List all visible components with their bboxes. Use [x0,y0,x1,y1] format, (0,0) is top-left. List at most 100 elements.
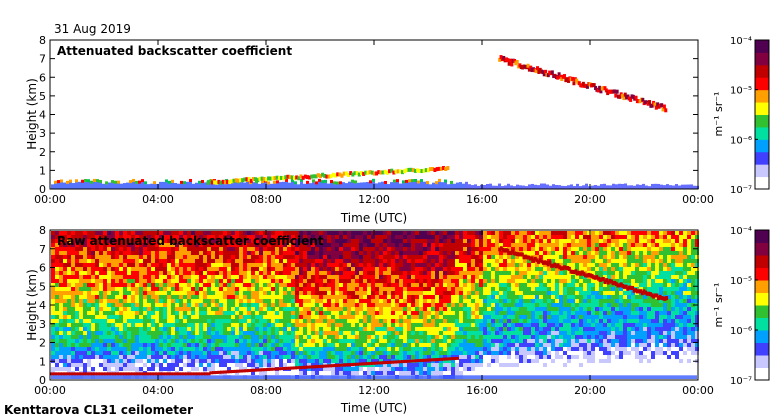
raw-signal-cell [495,267,499,271]
raw-signal-cell [283,295,287,299]
raw-signal-cell [207,259,211,263]
raw-signal-cell [467,259,471,263]
raw-signal-cell [275,323,279,327]
raw-signal-cell [231,359,235,363]
raw-signal-cell [511,239,515,243]
raw-signal-cell [59,283,63,287]
raw-signal-cell [235,243,239,247]
aerosol-mark [411,179,414,183]
raw-signal-cell [171,339,175,343]
raw-signal-cell [439,267,443,271]
raw-signal-cell [251,331,255,335]
raw-signal-cell [295,275,299,279]
raw-signal-cell [167,279,171,283]
raw-signal-cell [303,315,307,319]
raw-signal-cell [163,355,167,359]
raw-signal-cell [463,343,467,347]
raw-signal-cell [255,311,259,315]
raw-signal-cell [127,247,131,251]
raw-signal-cell [115,287,119,291]
raw-signal-cell [499,239,503,243]
raw-signal-cell [443,259,447,263]
cloud-mark [429,167,433,172]
raw-signal-cell [195,235,199,239]
raw-signal-cell [223,339,227,343]
raw-signal-cell [219,363,223,367]
boundary-layer-mark [153,183,156,189]
raw-signal-cell [423,251,427,255]
raw-signal-cell [107,243,111,247]
raw-signal-cell [295,335,299,339]
raw-signal-cell [195,347,199,351]
raw-signal-cell [307,279,311,283]
raw-signal-cell [511,247,515,251]
raw-signal-cell [279,283,283,287]
cloud-mark [641,97,645,102]
aerosol-mark [87,179,90,183]
raw-signal-cell [307,327,311,331]
boundary-layer-mark [504,185,507,189]
raw-signal-cell [351,371,355,375]
raw-signal-cell [207,299,211,303]
raw-signal-cell [87,255,91,259]
raw-signal-cell [327,295,331,299]
raw-signal-cell [355,299,359,303]
raw-signal-cell [307,291,311,295]
raw-signal-cell [383,335,387,339]
raw-signal-cell [523,279,527,283]
raw-signal-cell [455,275,459,279]
raw-signal-cell [83,283,87,287]
raw-signal-cell [423,255,427,259]
raw-signal-cell [167,359,171,363]
raw-signal-cell [263,371,267,375]
raw-signal-cell [259,335,263,339]
raw-signal-cell [203,311,207,315]
raw-signal-cell [115,303,119,307]
raw-signal-cell [171,307,175,311]
aerosol-mark [354,180,357,184]
raw-signal-cell [239,311,243,315]
raw-signal-cell [147,287,151,291]
raw-signal-cell [251,267,255,271]
raw-signal-cell [103,343,107,347]
aerosol-mark [60,179,63,183]
raw-signal-cell [471,279,475,283]
raw-signal-cell [387,343,391,347]
raw-signal-cell [219,295,223,299]
raw-signal-cell [279,307,283,311]
raw-signal-cell [475,243,479,247]
raw-signal-cell [363,271,367,275]
raw-signal-cell [99,239,103,243]
raw-signal-cell [447,367,451,371]
raw-signal-cell [203,287,207,291]
colorbar-segment [755,114,769,128]
raw-signal-cell [167,263,171,267]
raw-signal-cell [191,319,195,323]
raw-signal-cell [219,323,223,327]
raw-signal-cell [55,267,59,271]
raw-signal-cell [59,235,63,239]
raw-signal-cell [379,295,383,299]
raw-signal-cell [207,279,211,283]
raw-signal-cell [51,367,55,371]
raw-signal-cell [283,335,287,339]
raw-signal-cell [351,327,355,331]
raw-signal-cell [371,263,375,267]
raw-signal-cell [59,239,63,243]
raw-signal-cell [227,327,231,331]
raw-signal-cell [267,323,271,327]
cloud-mark [280,175,284,180]
raw-signal-cell [267,287,271,291]
raw-signal-cell [151,243,155,247]
raw-signal-cell [187,323,191,327]
raw-signal-cell [275,255,279,259]
raw-signal-cell [259,291,263,295]
raw-signal-cell [387,271,391,275]
raw-signal-cell [287,267,291,271]
raw-signal-cell [439,303,443,307]
raw-signal-cell [55,363,59,367]
raw-signal-cell [343,259,347,263]
raw-signal-cell [51,259,55,263]
raw-signal-cell [331,327,335,331]
raw-signal-cell [351,291,355,295]
